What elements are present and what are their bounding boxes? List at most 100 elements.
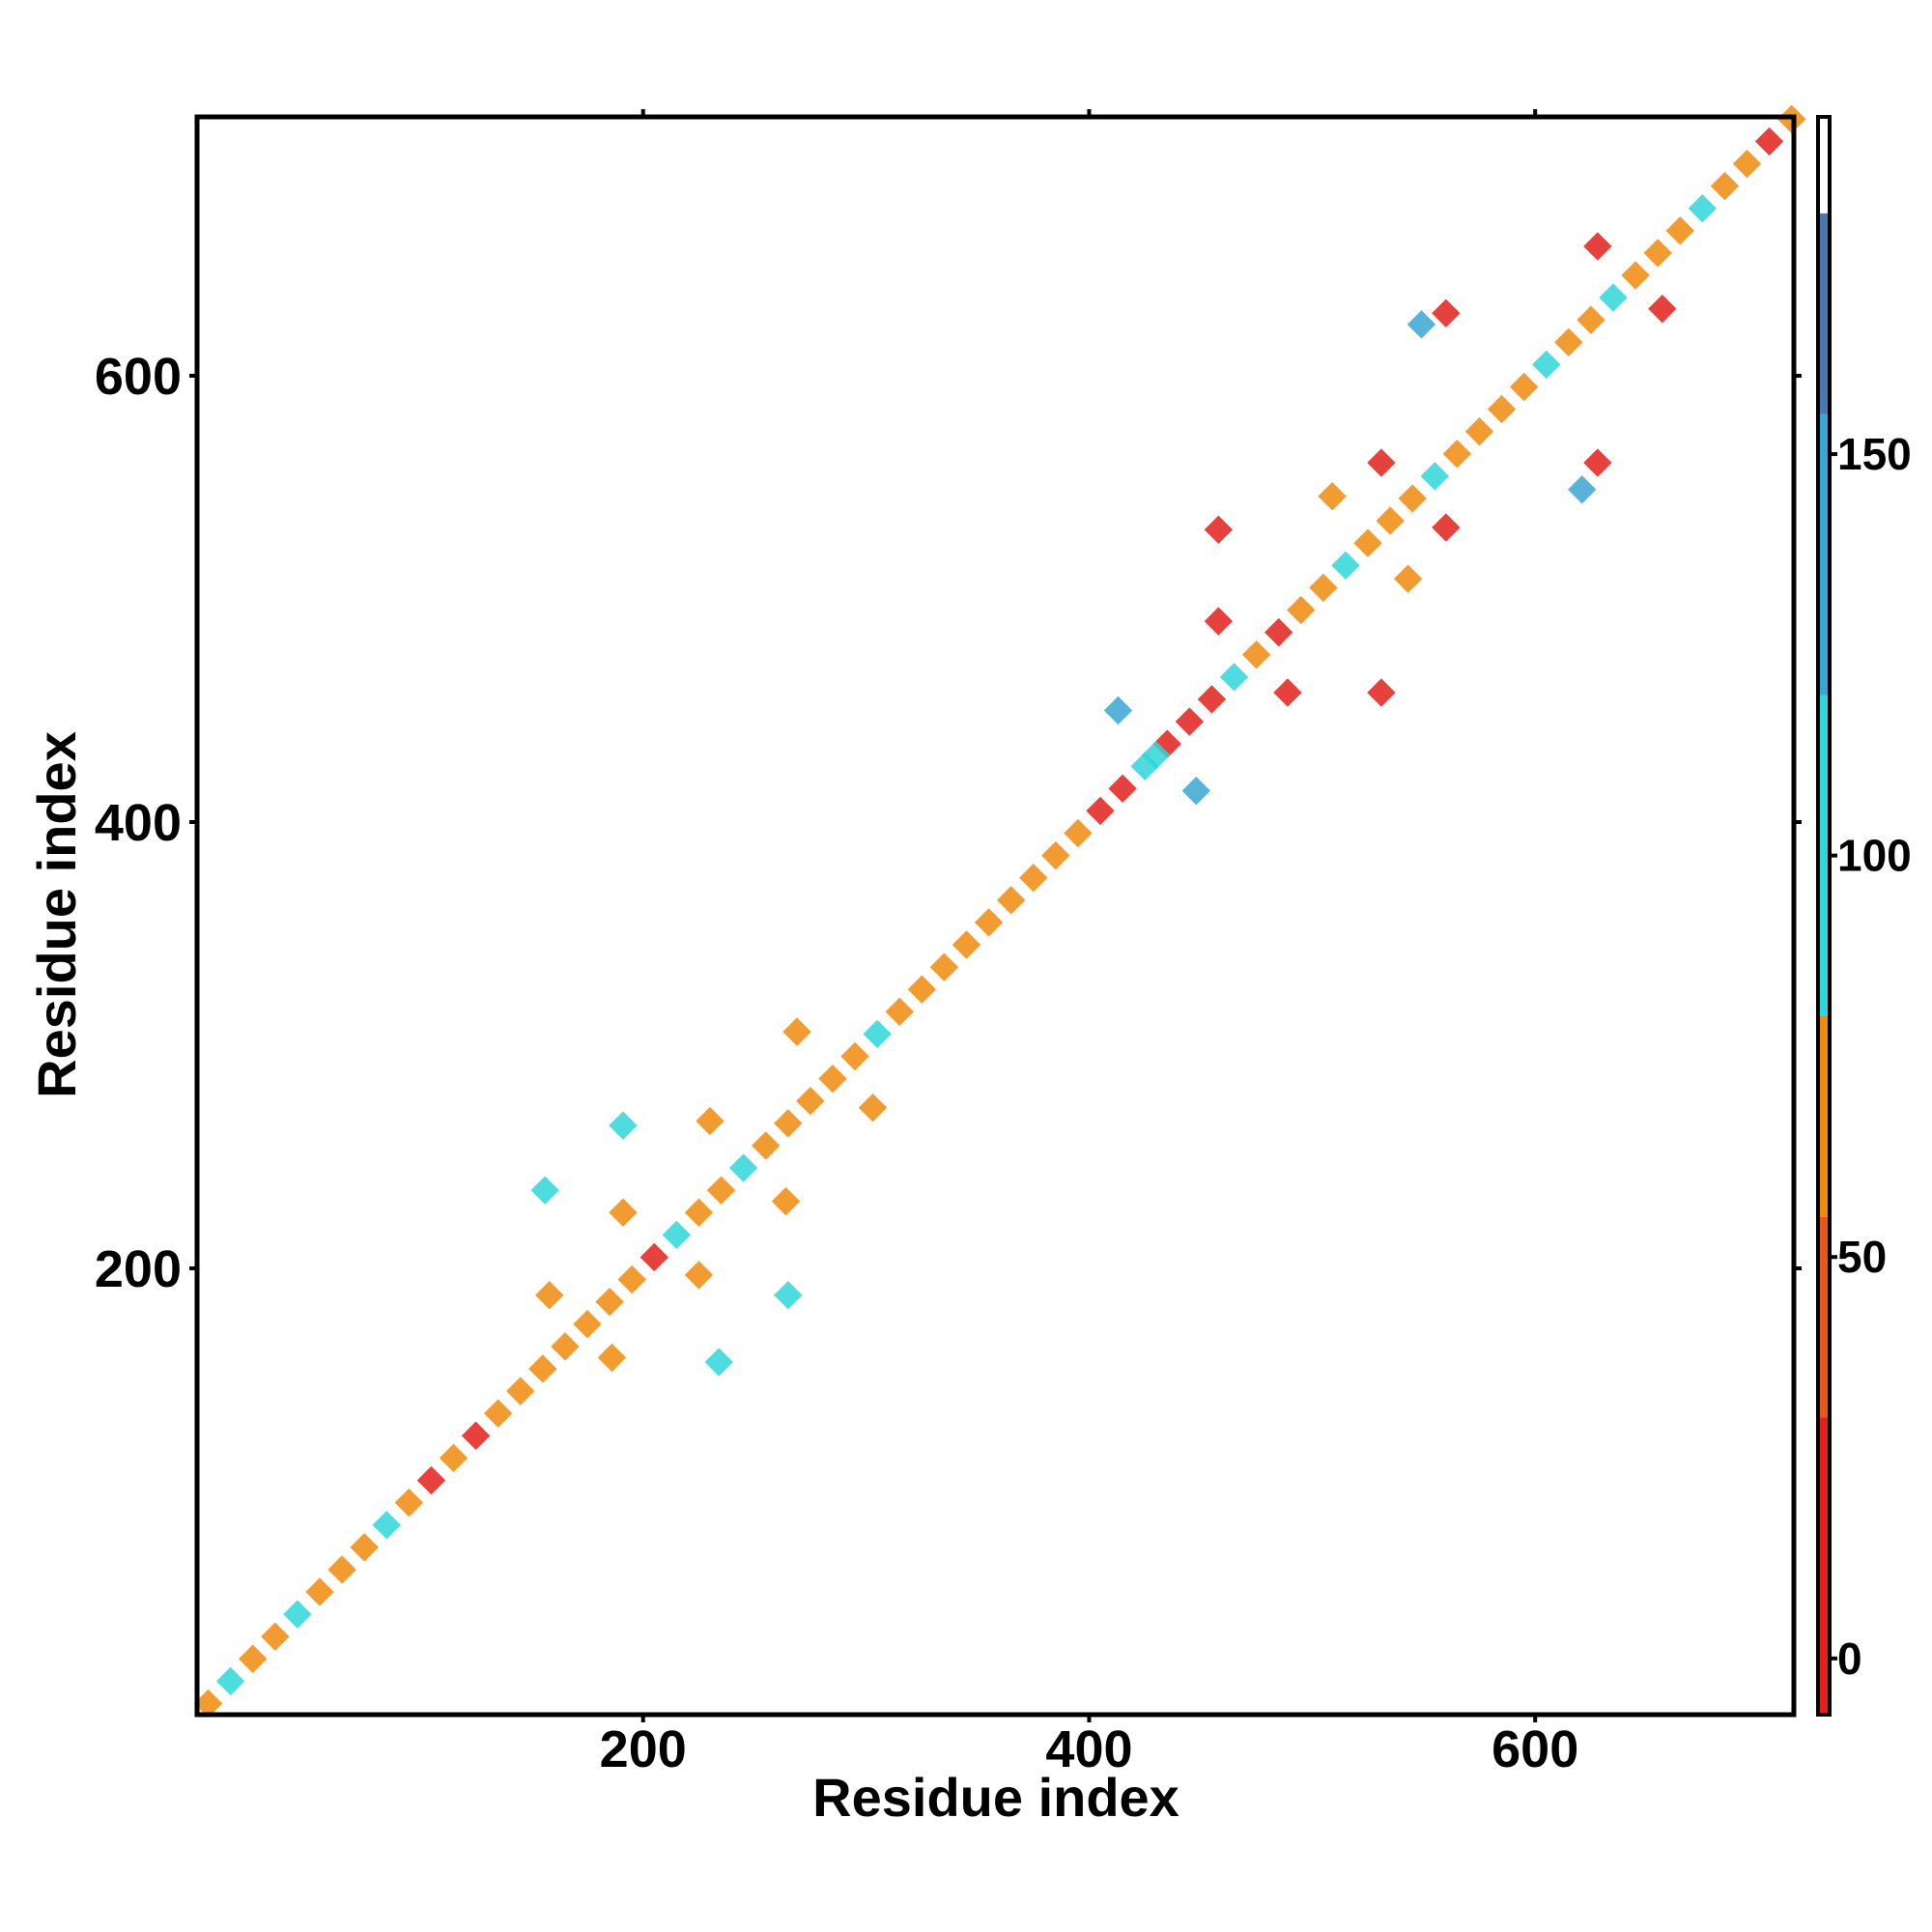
heat-cell xyxy=(1754,127,1784,156)
plot-frame xyxy=(194,114,1797,1718)
heat-cell xyxy=(1464,417,1494,446)
heat-cell xyxy=(1577,305,1605,334)
heat-cell xyxy=(706,1176,736,1205)
heat-cell xyxy=(639,1242,668,1272)
heat-cell xyxy=(1599,283,1628,312)
heat-cell xyxy=(1103,696,1133,725)
heat-cell xyxy=(506,1377,535,1406)
heat-cell xyxy=(595,1287,624,1317)
heat-cell xyxy=(1219,663,1249,692)
heat-cell xyxy=(1406,310,1436,339)
heat-cell xyxy=(1331,551,1360,581)
heat-cell xyxy=(885,997,914,1027)
x-tick-label: 400 xyxy=(1045,1720,1132,1778)
heat-cell xyxy=(1019,864,1048,893)
heat-cell xyxy=(1197,685,1227,714)
colorbar-tick-label: 100 xyxy=(1837,831,1912,881)
heat-cell xyxy=(771,1186,801,1216)
heat-cell xyxy=(1264,617,1293,647)
heat-cell xyxy=(530,1176,559,1205)
heat-cell xyxy=(1732,149,1762,179)
heat-cell xyxy=(704,1348,733,1377)
colorbar-band xyxy=(1818,413,1830,696)
y-tick-label: 600 xyxy=(95,348,182,406)
colorbar-band xyxy=(1818,695,1830,1016)
heat-cell xyxy=(858,1093,888,1122)
heat-cell xyxy=(929,952,959,981)
heat-cell xyxy=(1309,573,1338,603)
heat-cell xyxy=(261,1622,290,1651)
colorbar-tick-label: 0 xyxy=(1837,1634,1862,1684)
heat-cell xyxy=(863,1019,892,1049)
heat-cell xyxy=(1432,513,1461,542)
heat-cell xyxy=(1181,776,1210,806)
heat-cell xyxy=(1273,678,1302,707)
heat-cell xyxy=(840,1041,869,1071)
heat-cell xyxy=(551,1332,580,1361)
heat-cell xyxy=(696,1106,724,1136)
heat-cell xyxy=(1688,194,1718,223)
heat-cell xyxy=(1204,607,1234,636)
heat-cell xyxy=(1487,394,1517,424)
heat-cell xyxy=(461,1421,491,1450)
heat-cell xyxy=(1583,232,1612,261)
heat-cell xyxy=(1175,707,1205,736)
heat-cell xyxy=(1367,448,1396,477)
heat-cell xyxy=(535,1281,564,1310)
heat-cell xyxy=(684,1198,714,1227)
colorbar-band xyxy=(1818,117,1830,213)
heat-cell xyxy=(1353,528,1382,557)
y-axis-title: Residue index xyxy=(26,731,87,1098)
colorbar-tick-label: 150 xyxy=(1837,429,1912,479)
heat-cell xyxy=(416,1465,446,1495)
heat-cell xyxy=(974,908,1004,937)
heat-cell xyxy=(350,1533,379,1562)
heat-cell xyxy=(394,1488,424,1518)
heat-cell xyxy=(1367,678,1396,707)
heat-cell xyxy=(617,1264,646,1294)
heat-cell xyxy=(439,1443,469,1473)
heat-cell xyxy=(1287,595,1316,625)
heat-cell xyxy=(1583,448,1612,477)
colorbar-band xyxy=(1818,1417,1830,1715)
heat-cell xyxy=(796,1087,825,1116)
heat-cell xyxy=(1567,475,1597,504)
heat-cell xyxy=(1643,239,1672,268)
heat-cell xyxy=(782,1017,811,1046)
heat-cell xyxy=(662,1220,692,1250)
heat-cell xyxy=(952,930,981,959)
heat-cell xyxy=(907,975,937,1004)
heat-cell xyxy=(1086,796,1115,826)
heat-cell xyxy=(728,1153,758,1182)
heat-cell xyxy=(1420,462,1449,491)
heat-cell xyxy=(774,1109,803,1138)
heat-cell xyxy=(1108,774,1137,804)
heat-cell xyxy=(1710,171,1740,201)
heat-cell xyxy=(1554,327,1583,357)
heat-cell xyxy=(239,1644,268,1673)
heat-cell xyxy=(1204,515,1234,545)
colorbar-band xyxy=(1818,1216,1830,1418)
heat-cell xyxy=(1398,484,1427,513)
heat-cell xyxy=(327,1555,356,1584)
heat-cell xyxy=(752,1131,781,1160)
heat-cell xyxy=(597,1343,627,1373)
heat-cell xyxy=(1041,840,1070,870)
heat-cell xyxy=(1064,818,1093,848)
x-axis-title: Residue index xyxy=(812,1767,1179,1828)
x-tick-label: 600 xyxy=(1492,1720,1578,1778)
heat-cell xyxy=(483,1399,513,1428)
heat-cell xyxy=(1241,640,1271,669)
heat-cell xyxy=(1432,298,1461,327)
heat-cell xyxy=(818,1064,847,1094)
heat-cell xyxy=(609,1111,638,1140)
heat-cell xyxy=(372,1510,401,1540)
heat-cell xyxy=(1376,506,1405,535)
heat-cell xyxy=(1393,564,1423,593)
colorbar-tick-label: 50 xyxy=(1837,1232,1887,1282)
heat-cell xyxy=(1621,261,1650,290)
heat-cell xyxy=(1532,350,1561,380)
heat-cell xyxy=(305,1577,334,1606)
heat-cell xyxy=(684,1261,714,1290)
